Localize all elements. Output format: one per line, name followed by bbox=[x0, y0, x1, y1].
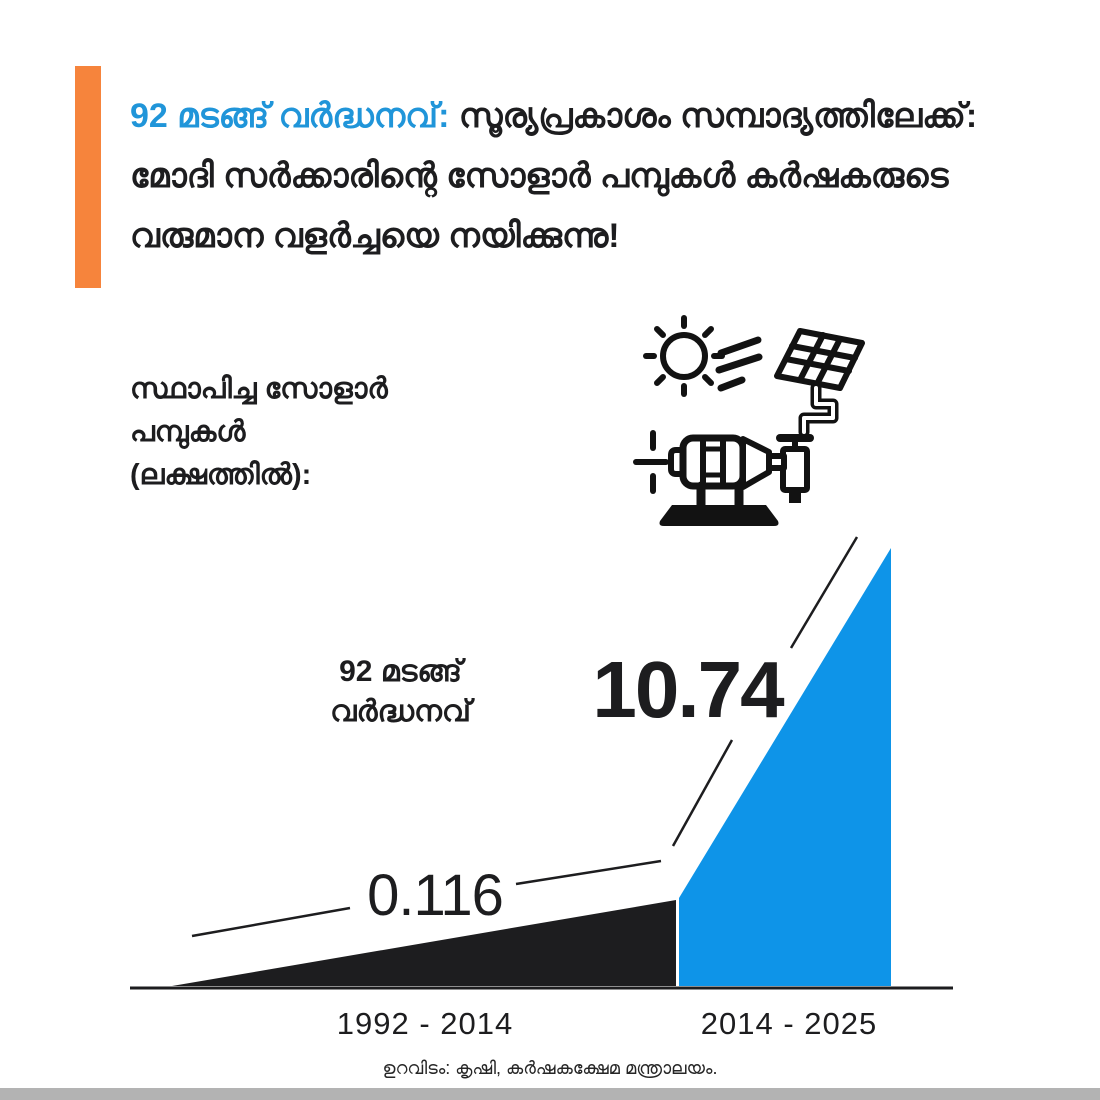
growth-annotation: 92 മടങ്ങ് വർദ്ധനവ് bbox=[298, 652, 503, 732]
series-new-area bbox=[679, 548, 891, 986]
value-label-old: 0.116 bbox=[367, 863, 504, 928]
value-label-new: 10.74 bbox=[592, 645, 784, 734]
growth-annotation-line2: വർദ്ധനവ് bbox=[330, 695, 471, 728]
series-old-area bbox=[172, 900, 676, 986]
title-highlight: 92 മടങ്ങ് വർദ്ധനവ്: bbox=[130, 97, 450, 135]
orange-accent-bar bbox=[75, 66, 101, 288]
title-line-2: മോദി സർക്കാരിന്റെ സോളാർ പമ്പുകൾ കർഷകരുടെ bbox=[130, 157, 949, 195]
page-title: 92 മടങ്ങ് വർദ്ധനവ്: സൂര്യപ്രകാശം സമ്പാദ്… bbox=[130, 86, 980, 266]
pump-base-icon bbox=[659, 481, 779, 526]
pipe-icon bbox=[798, 382, 839, 438]
title-line-1: 92 മടങ്ങ് വർദ്ധനവ്: സൂര്യപ്രകാശം സമ്പാദ്… bbox=[130, 86, 980, 146]
title-rest: സൂര്യപ്രകാശം സമ്പാദ്യത്തിലേക്ക്: bbox=[449, 97, 978, 135]
trend-line bbox=[191, 536, 859, 938]
pump-motor-icon bbox=[633, 430, 787, 494]
x-tick-label-old: 1992 - 2014 bbox=[336, 1006, 514, 1041]
footer-gray-bar bbox=[0, 1088, 1100, 1100]
source-attribution: ഉറവിടം: കൃഷി, കർഷകക്ഷേമ മന്ത്രാലയം. bbox=[382, 1058, 718, 1078]
solar-pump-icon bbox=[620, 308, 890, 533]
y-axis-label-line3: (ലക്ഷത്തിൽ): bbox=[130, 459, 312, 491]
y-axis-label: സ്ഥാപിച്ച സോളാർ പമ്പുകൾ (ലക്ഷത്തിൽ): bbox=[130, 368, 460, 497]
y-axis-label-line1: സ്ഥാപിച്ച സോളാർ bbox=[130, 373, 388, 405]
y-axis-label-line2: പമ്പുകൾ bbox=[130, 416, 246, 448]
x-tick-label-new: 2014 - 2025 bbox=[700, 1006, 878, 1041]
sun-icon bbox=[643, 315, 725, 397]
valve-icon bbox=[776, 434, 814, 503]
growth-area-chart bbox=[130, 536, 953, 990]
title-line-3: വരുമാന വളർച്ചയെ നയിക്കുന്നു! bbox=[130, 217, 620, 255]
growth-annotation-line1: 92 മടങ്ങ് bbox=[339, 655, 462, 688]
solar-panel-icon bbox=[774, 328, 865, 391]
sun-rays-icon bbox=[715, 336, 763, 392]
